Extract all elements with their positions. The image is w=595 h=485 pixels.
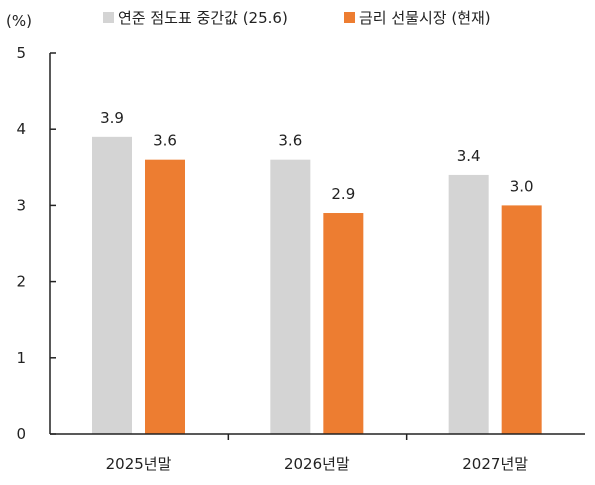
data-label: 3.6 bbox=[278, 132, 302, 150]
y-tick-label: 2 bbox=[16, 273, 26, 291]
y-tick-label: 1 bbox=[16, 349, 26, 367]
y-tick-label: 3 bbox=[16, 196, 26, 214]
bar-fed-dot-plot bbox=[448, 174, 489, 435]
bar-fed-dot-plot bbox=[270, 159, 311, 434]
y-tick-label: 5 bbox=[16, 44, 26, 62]
data-label: 3.0 bbox=[510, 177, 534, 195]
bars bbox=[92, 136, 542, 435]
legend-swatch-fed bbox=[103, 12, 114, 23]
x-category-label: 2027년말 bbox=[462, 455, 528, 473]
data-label: 3.6 bbox=[153, 132, 177, 150]
legend-label-fed: 연준 점도표 중간값 (25.6) bbox=[118, 9, 288, 27]
y-tick-label: 4 bbox=[16, 120, 26, 138]
data-label: 2.9 bbox=[331, 185, 355, 203]
x-axis-ticks bbox=[227, 434, 408, 440]
y-axis-unit-label: (%) bbox=[6, 12, 32, 30]
bar-futures-market bbox=[145, 159, 185, 434]
bar-fed-dot-plot bbox=[92, 136, 132, 434]
bar-futures-market bbox=[501, 205, 542, 434]
legend-swatch-futures bbox=[344, 12, 355, 23]
legend-label-futures: 금리 선물시장 (현재) bbox=[359, 9, 491, 27]
x-category-label: 2025년말 bbox=[106, 455, 172, 473]
data-label: 3.4 bbox=[457, 147, 481, 165]
legend: 연준 점도표 중간값 (25.6) 금리 선물시장 (현재) bbox=[103, 9, 491, 27]
data-label: 3.9 bbox=[100, 109, 124, 127]
x-category-label: 2026년말 bbox=[284, 455, 350, 473]
y-tick-label: 0 bbox=[16, 425, 26, 443]
bar-futures-market bbox=[323, 213, 364, 434]
y-axis-ticks: 0 1 2 3 4 5 bbox=[16, 44, 56, 443]
data-labels: 3.9 3.6 3.6 2.9 3.4 3.0 bbox=[100, 109, 534, 203]
x-axis-labels: 2025년말 2026년말 2027년말 bbox=[106, 455, 529, 473]
